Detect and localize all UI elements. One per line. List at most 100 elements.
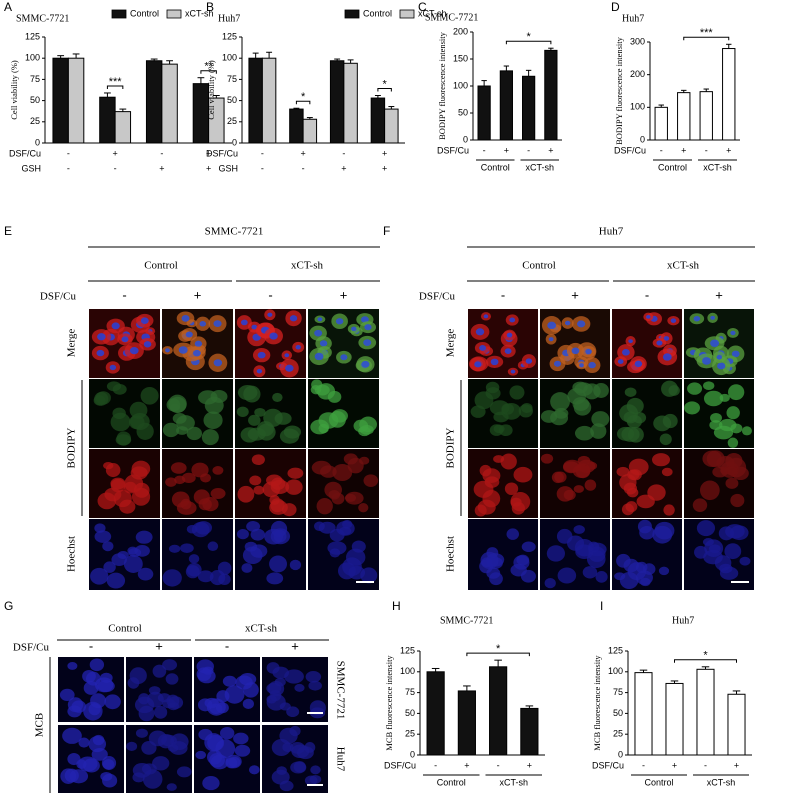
- cell: [500, 453, 517, 470]
- cell: [719, 566, 739, 580]
- row-label: Hoechst: [66, 536, 78, 572]
- bar: [370, 97, 386, 144]
- cell: [712, 466, 728, 478]
- condition-sign: +: [341, 163, 346, 173]
- cell: [188, 554, 200, 564]
- y-axis-label: BODIPY fluorescence intensity: [614, 36, 624, 145]
- cell: [101, 756, 117, 771]
- cell: [550, 392, 570, 412]
- treatment-sign: +: [715, 287, 723, 302]
- condition-sign: -: [483, 145, 486, 155]
- cell: [100, 771, 113, 781]
- cell: [586, 550, 606, 569]
- significance-bracket: [106, 85, 124, 89]
- bar: [261, 57, 277, 144]
- condition-sign: -: [67, 148, 70, 158]
- cell: [626, 414, 642, 429]
- treatment-sign: -: [645, 287, 649, 302]
- significance-label: *: [496, 643, 501, 655]
- cell: [590, 423, 607, 439]
- legend-label: Control: [363, 8, 392, 18]
- nucleus: [474, 361, 482, 368]
- nucleus: [553, 360, 562, 367]
- cell: [730, 525, 749, 541]
- treatment-sign: -: [501, 287, 505, 302]
- cell: [97, 492, 117, 510]
- panel-label: G: [4, 599, 13, 613]
- cell: [328, 490, 341, 500]
- treatment-label: DSF/Cu: [40, 291, 77, 303]
- bar: [522, 75, 536, 141]
- cell: [90, 567, 109, 585]
- condition-sign: -: [114, 163, 117, 173]
- nucleus: [121, 336, 129, 343]
- y-tick-label: 100: [400, 666, 415, 676]
- cell-line-label: SMMC-7721: [334, 661, 346, 720]
- cell: [102, 541, 114, 552]
- y-tick-label: 200: [630, 69, 645, 79]
- group-label: xCT-sh: [667, 260, 699, 272]
- cell: [284, 669, 304, 684]
- cell: [165, 477, 177, 487]
- y-tick-label: 100: [630, 102, 645, 112]
- bar: [489, 666, 508, 756]
- cell: [168, 396, 187, 413]
- nucleus: [656, 340, 663, 346]
- cell: [130, 466, 148, 480]
- condition-sign: -: [261, 148, 264, 158]
- y-tick-label: 125: [25, 31, 40, 41]
- cell: [90, 693, 106, 709]
- cell: [661, 380, 678, 397]
- cell: [266, 572, 284, 585]
- nucleus: [662, 353, 672, 361]
- group-label: Control: [144, 260, 178, 272]
- cell: [692, 498, 708, 513]
- nucleus: [547, 321, 557, 330]
- y-tick-label: 50: [458, 107, 468, 117]
- significance-bracket: [674, 659, 737, 663]
- bar: [654, 106, 668, 141]
- cell: [486, 556, 503, 570]
- y-tick-label: 125: [400, 645, 415, 655]
- cell: [703, 381, 715, 391]
- cell: [162, 569, 182, 587]
- group-label: Control: [644, 777, 673, 787]
- group-label: xCT-sh: [499, 777, 528, 787]
- significance-label: *: [301, 91, 306, 103]
- cell: [562, 461, 580, 474]
- nucleus: [317, 317, 323, 322]
- nucleus: [663, 336, 670, 341]
- cell: [89, 658, 105, 672]
- condition-sign: -: [160, 148, 163, 158]
- cell: [62, 727, 82, 744]
- cell: [123, 481, 137, 494]
- nucleus: [585, 348, 592, 355]
- cell: [112, 407, 126, 420]
- nucleus: [143, 341, 152, 348]
- cell: [663, 504, 675, 516]
- cell: [291, 744, 310, 759]
- cell: [702, 450, 722, 467]
- cell: [233, 732, 249, 745]
- cell: [136, 422, 154, 440]
- cell: [279, 428, 300, 444]
- cell: [739, 556, 751, 566]
- legend-label: xCT-sh: [185, 8, 214, 18]
- cell: [551, 471, 564, 484]
- y-tick-label: 200: [453, 26, 468, 36]
- bar: [114, 111, 132, 144]
- cell: [270, 528, 291, 545]
- group-label: Control: [108, 623, 142, 635]
- cell: [624, 387, 637, 397]
- cell: [111, 553, 127, 566]
- nucleus: [314, 352, 324, 361]
- bar: [208, 97, 225, 144]
- cell: [510, 563, 527, 577]
- cell: [110, 477, 126, 490]
- cell: [207, 541, 219, 552]
- cell: [595, 570, 608, 583]
- cell: [191, 462, 209, 478]
- cell: [289, 725, 301, 737]
- treatment-sign: +: [194, 287, 202, 302]
- condition-label: GSH: [218, 163, 238, 173]
